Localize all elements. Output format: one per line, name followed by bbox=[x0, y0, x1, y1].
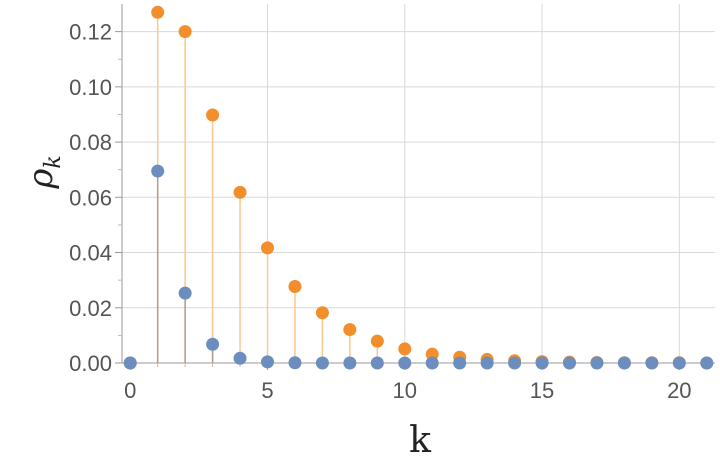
x-tick-label-0: 0 bbox=[124, 378, 136, 403]
point-series1-0 bbox=[123, 356, 137, 370]
point-series1-15 bbox=[535, 356, 549, 370]
grid bbox=[122, 4, 715, 363]
point-series0-8 bbox=[343, 323, 357, 337]
point-series0-5 bbox=[261, 241, 275, 255]
y-tick-label-1: 0.02 bbox=[69, 296, 112, 321]
y-tick-label-5: 0.10 bbox=[69, 75, 112, 100]
stems bbox=[156, 12, 488, 363]
point-series1-2 bbox=[178, 286, 192, 300]
x-tick-label-2: 10 bbox=[393, 378, 417, 403]
y-tick-label-2: 0.04 bbox=[69, 241, 112, 266]
point-series0-1 bbox=[151, 5, 165, 19]
y-tick-label-0: 0.00 bbox=[69, 351, 112, 376]
point-series0-7 bbox=[315, 306, 329, 320]
point-series0-4 bbox=[233, 185, 247, 199]
y-tick-label-4: 0.08 bbox=[69, 130, 112, 155]
point-series1-10 bbox=[398, 356, 412, 370]
points bbox=[123, 5, 714, 370]
point-series1-5 bbox=[261, 355, 275, 369]
y-tick-label-6: 0.12 bbox=[69, 20, 112, 45]
x-tick-label-4: 20 bbox=[667, 378, 691, 403]
point-series0-3 bbox=[206, 108, 220, 122]
x-axis-title: k bbox=[409, 420, 432, 461]
y-axis-title: ρk bbox=[21, 155, 66, 189]
y-tick-label-3: 0.06 bbox=[69, 185, 112, 210]
point-series1-14 bbox=[508, 356, 522, 370]
point-series1-12 bbox=[453, 356, 467, 370]
point-series1-19 bbox=[645, 356, 659, 370]
point-series1-16 bbox=[562, 356, 576, 370]
point-series1-7 bbox=[315, 356, 329, 370]
point-series1-21 bbox=[700, 356, 714, 370]
point-series1-8 bbox=[343, 356, 357, 370]
point-series1-6 bbox=[288, 356, 302, 370]
point-series0-2 bbox=[178, 25, 192, 39]
point-series1-3 bbox=[206, 337, 220, 351]
point-series1-20 bbox=[672, 356, 686, 370]
y-axis-title-subscript: k bbox=[41, 155, 66, 168]
point-series1-13 bbox=[480, 356, 494, 370]
point-series1-1 bbox=[151, 164, 165, 178]
y-axis-title-symbol: ρ bbox=[21, 169, 61, 190]
point-series1-11 bbox=[425, 356, 439, 370]
point-series1-18 bbox=[617, 356, 631, 370]
point-series1-17 bbox=[590, 356, 604, 370]
point-series1-4 bbox=[233, 351, 247, 365]
point-series1-9 bbox=[370, 356, 384, 370]
point-series0-10 bbox=[398, 342, 412, 356]
tick-labels: 0 5 10 15 20 0.00 0.02 0.04 0.06 0.08 0.10 0.12 bbox=[69, 20, 691, 403]
point-series0-6 bbox=[288, 280, 302, 294]
point-series0-9 bbox=[370, 334, 384, 348]
x-tick-label-1: 5 bbox=[261, 378, 273, 403]
x-tick-label-3: 15 bbox=[530, 378, 554, 403]
